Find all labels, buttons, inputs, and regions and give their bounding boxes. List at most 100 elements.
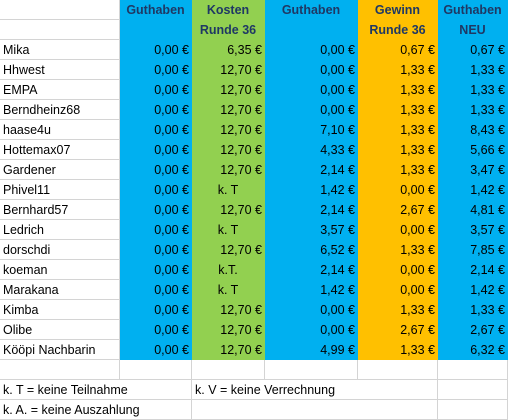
empty-cell[interactable]: [438, 400, 508, 420]
kosten-column-cell[interactable]: k. T: [192, 180, 265, 200]
kosten-column-cell[interactable]: 12,70 €: [192, 160, 265, 180]
guthaben-column-cell[interactable]: 0,00 €: [120, 80, 192, 100]
empty-cell[interactable]: [0, 360, 120, 380]
name-column-cell[interactable]: Mika: [0, 40, 120, 60]
kosten-column-cell[interactable]: 12,70 €: [192, 100, 265, 120]
guthaben-after-column-cell[interactable]: 2,14 €: [265, 160, 358, 180]
kosten-column-cell[interactable]: 12,70 €: [192, 320, 265, 340]
name-column-cell[interactable]: Ledrich: [0, 220, 120, 240]
kosten-column-cell[interactable]: 12,70 €: [192, 240, 265, 260]
gewinn-column-cell[interactable]: 0,00 €: [358, 180, 438, 200]
kosten-column-cell[interactable]: 12,70 €: [192, 140, 265, 160]
legend-ka[interactable]: k. A. = keine Auszahlung: [0, 400, 192, 420]
kosten-column-cell[interactable]: 12,70 €: [192, 60, 265, 80]
legend-kt[interactable]: k. T = keine Teilnahme: [0, 380, 192, 400]
legend-kv[interactable]: k. V = keine Verrechnung: [192, 380, 438, 400]
guthaben-neu-column-cell[interactable]: 3,57 €: [438, 220, 508, 240]
guthaben-column-cell[interactable]: 0,00 €: [120, 60, 192, 80]
guthaben-column-cell[interactable]: 0,00 €: [120, 140, 192, 160]
header-cell[interactable]: [0, 0, 120, 20]
guthaben-column-cell[interactable]: 0,00 €: [120, 340, 192, 360]
guthaben-after-column-cell[interactable]: 0,00 €: [265, 320, 358, 340]
name-column-cell[interactable]: Berndheinz68: [0, 100, 120, 120]
guthaben-neu-column-cell[interactable]: 1,33 €: [438, 60, 508, 80]
empty-cell[interactable]: [120, 360, 192, 380]
gewinn-column-cell[interactable]: 1,33 €: [358, 140, 438, 160]
name-column-cell[interactable]: Hottemax07: [0, 140, 120, 160]
guthaben-neu-column-cell[interactable]: 6,32 €: [438, 340, 508, 360]
guthaben-neu-column-cell[interactable]: 5,66 €: [438, 140, 508, 160]
guthaben-after-column-cell[interactable]: 4,99 €: [265, 340, 358, 360]
guthaben-column-cell[interactable]: 0,00 €: [120, 200, 192, 220]
gewinn-column-cell[interactable]: 1,33 €: [358, 80, 438, 100]
header-cell[interactable]: Runde 36: [358, 20, 438, 40]
kosten-column-cell[interactable]: 12,70 €: [192, 120, 265, 140]
guthaben-after-column-cell[interactable]: 2,14 €: [265, 260, 358, 280]
gewinn-column-cell[interactable]: 1,33 €: [358, 300, 438, 320]
name-column-cell[interactable]: Gardener: [0, 160, 120, 180]
empty-cell[interactable]: [438, 380, 508, 400]
name-column-cell[interactable]: EMPA: [0, 80, 120, 100]
guthaben-column-cell[interactable]: 0,00 €: [120, 220, 192, 240]
guthaben-column-cell[interactable]: 0,00 €: [120, 40, 192, 60]
guthaben-after-column-cell[interactable]: 1,42 €: [265, 180, 358, 200]
gewinn-column-cell[interactable]: 0,00 €: [358, 260, 438, 280]
guthaben-neu-column-cell[interactable]: 1,33 €: [438, 100, 508, 120]
guthaben-after-column-cell[interactable]: 2,14 €: [265, 200, 358, 220]
guthaben-column-cell[interactable]: 0,00 €: [120, 240, 192, 260]
empty-cell[interactable]: [438, 360, 508, 380]
name-column-cell[interactable]: Marakana: [0, 280, 120, 300]
name-column-cell[interactable]: koeman: [0, 260, 120, 280]
empty-cell[interactable]: [265, 360, 358, 380]
guthaben-column-cell[interactable]: 0,00 €: [120, 160, 192, 180]
header-cell[interactable]: [120, 20, 192, 40]
guthaben-after-column-cell[interactable]: 4,33 €: [265, 140, 358, 160]
guthaben-column-cell[interactable]: 0,00 €: [120, 180, 192, 200]
header-cell[interactable]: [0, 20, 120, 40]
guthaben-neu-column-cell[interactable]: 4,81 €: [438, 200, 508, 220]
gewinn-column-cell[interactable]: 0,00 €: [358, 280, 438, 300]
name-column-cell[interactable]: Kööpi Nachbarin: [0, 340, 120, 360]
guthaben-after-column-cell[interactable]: 6,52 €: [265, 240, 358, 260]
header-cell[interactable]: Runde 36: [192, 20, 265, 40]
gewinn-column-cell[interactable]: 1,33 €: [358, 100, 438, 120]
kosten-column-cell[interactable]: k. T: [192, 220, 265, 240]
guthaben-after-column-cell[interactable]: 1,42 €: [265, 280, 358, 300]
kosten-column-cell[interactable]: 12,70 €: [192, 200, 265, 220]
guthaben-neu-column-cell[interactable]: 8,43 €: [438, 120, 508, 140]
guthaben-neu-column-cell[interactable]: 3,47 €: [438, 160, 508, 180]
guthaben-neu-column-cell[interactable]: 1,33 €: [438, 80, 508, 100]
kosten-column-cell[interactable]: k.T.: [192, 260, 265, 280]
gewinn-column-cell[interactable]: 1,33 €: [358, 120, 438, 140]
guthaben-column-cell[interactable]: 0,00 €: [120, 300, 192, 320]
gewinn-column-cell[interactable]: 2,67 €: [358, 200, 438, 220]
guthaben-column-cell[interactable]: 0,00 €: [120, 320, 192, 340]
gewinn-column-cell[interactable]: 1,33 €: [358, 340, 438, 360]
guthaben-after-column-cell[interactable]: 0,00 €: [265, 80, 358, 100]
guthaben-column-cell[interactable]: 0,00 €: [120, 100, 192, 120]
gewinn-column-cell[interactable]: 1,33 €: [358, 60, 438, 80]
header-cell[interactable]: NEU: [438, 20, 508, 40]
gewinn-column-cell[interactable]: 1,33 €: [358, 240, 438, 260]
guthaben-after-column-cell[interactable]: 3,57 €: [265, 220, 358, 240]
header-cell[interactable]: [265, 20, 358, 40]
gewinn-column-cell[interactable]: 1,33 €: [358, 160, 438, 180]
header-cell[interactable]: Guthaben: [265, 0, 358, 20]
guthaben-neu-column-cell[interactable]: 7,85 €: [438, 240, 508, 260]
kosten-column-cell[interactable]: k. T: [192, 280, 265, 300]
guthaben-after-column-cell[interactable]: 7,10 €: [265, 120, 358, 140]
guthaben-neu-column-cell[interactable]: 2,14 €: [438, 260, 508, 280]
guthaben-neu-column-cell[interactable]: 0,67 €: [438, 40, 508, 60]
kosten-column-cell[interactable]: 12,70 €: [192, 340, 265, 360]
name-column-cell[interactable]: Olibe: [0, 320, 120, 340]
header-cell[interactable]: Kosten: [192, 0, 265, 20]
header-cell[interactable]: Guthaben: [438, 0, 508, 20]
guthaben-column-cell[interactable]: 0,00 €: [120, 260, 192, 280]
name-column-cell[interactable]: Bernhard57: [0, 200, 120, 220]
gewinn-column-cell[interactable]: 0,67 €: [358, 40, 438, 60]
guthaben-neu-column-cell[interactable]: 2,67 €: [438, 320, 508, 340]
name-column-cell[interactable]: haase4u: [0, 120, 120, 140]
name-column-cell[interactable]: dorschdi: [0, 240, 120, 260]
empty-cell[interactable]: [358, 360, 438, 380]
guthaben-neu-column-cell[interactable]: 1,42 €: [438, 280, 508, 300]
